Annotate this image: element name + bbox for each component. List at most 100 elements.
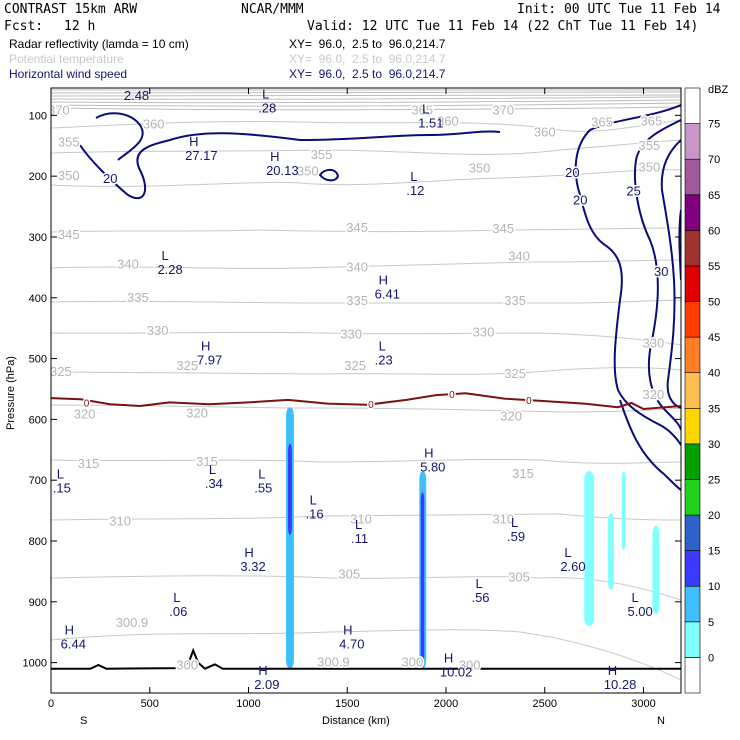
theta-label: 300	[402, 655, 424, 670]
theta-label: 310	[350, 512, 372, 527]
theta-label: 300	[176, 658, 198, 673]
colorbar-level-label: 50	[708, 297, 720, 309]
colorbar-level-label: 25	[708, 474, 720, 486]
x-tick-label: 500	[141, 698, 159, 710]
x-tick-label: 3000	[631, 698, 655, 710]
field-name-theta: Potential temperature	[9, 52, 124, 66]
colorbar-swatch	[684, 158, 701, 196]
hl-letter: L	[128, 74, 135, 89]
terrain-path	[51, 647, 681, 670]
theta-label: 315	[78, 456, 100, 471]
hl-value: 20.13	[266, 163, 299, 178]
theta-label: 365	[591, 115, 613, 130]
y-tick-label: 900	[29, 597, 47, 609]
theta-label: 350	[297, 163, 319, 178]
x-tick-label: 2500	[532, 698, 556, 710]
colorbar-level-label: 20	[708, 510, 720, 522]
theta-label: 325	[50, 364, 72, 379]
hl-marker: H27.17	[185, 134, 218, 163]
hl-letter: L	[310, 493, 317, 508]
colorbar-swatch	[684, 407, 701, 445]
colorbar-level-label: 10	[708, 581, 720, 593]
forecast-label: Fcst:	[4, 19, 43, 34]
hl-letter: H	[608, 663, 617, 678]
x-tick-label: 1500	[335, 698, 359, 710]
theta-label: 350	[58, 168, 80, 183]
theta-label: 340	[346, 259, 368, 274]
hl-marker: L.11	[351, 517, 368, 546]
hl-letter: L	[173, 590, 180, 605]
hl-value: 27.17	[185, 148, 218, 163]
colorbar-level-label: 15	[708, 546, 720, 558]
reflectivity-cell	[607, 513, 614, 590]
hl-marker: H10.28	[604, 663, 637, 692]
hl-marker: L.59	[507, 515, 525, 544]
colorbar-swatch	[684, 443, 701, 480]
theta-label: 335	[127, 290, 149, 305]
wind-label-layer: 20 20 20 25 30	[102, 164, 670, 281]
theta-label: 370	[48, 102, 70, 117]
hl-letter: H	[424, 446, 433, 461]
reflectivity-cell	[420, 492, 425, 663]
theta-label: 310	[109, 514, 131, 529]
hl-marker: H6.41	[375, 272, 400, 301]
theta-label: 305	[338, 566, 360, 581]
hl-value: .23	[375, 353, 393, 368]
hl-value: 2.60	[560, 559, 585, 574]
theta-label: 335	[504, 293, 526, 308]
theta-label: 320	[642, 387, 664, 402]
theta-label: 365	[641, 113, 663, 128]
theta-label: 355	[58, 135, 80, 150]
hl-value: 2.48	[124, 88, 149, 103]
colorbar-swatch	[684, 123, 701, 160]
y-axis-label: Pressure (hPa)	[5, 356, 17, 430]
hl-marker: H20.13	[266, 149, 299, 178]
freezing-zero-label: 0	[526, 396, 532, 407]
model-title: CONTRAST 15km ARW	[4, 2, 137, 17]
theta-label: 330	[340, 326, 362, 341]
theta-label: 325	[344, 358, 366, 373]
theta-label: 310	[492, 512, 514, 527]
colorbar-swatch	[684, 479, 701, 516]
y-tick-label: 1000	[23, 658, 47, 670]
hl-value: 3.32	[240, 559, 265, 574]
hl-value: .12	[406, 183, 424, 198]
hl-value: .59	[507, 529, 525, 544]
hl-letter: H	[189, 134, 198, 149]
colorbar-level-label: 30	[708, 439, 720, 451]
hl-value: .11	[351, 531, 368, 546]
theta-label: 340	[508, 248, 530, 263]
theta-label: 330	[147, 323, 169, 338]
field-xy-theta: XY= 96.0, 2.5 to 96.0,214.7	[289, 52, 446, 66]
colorbar-level-label: 60	[708, 225, 720, 237]
theta-stratosphere-lines	[51, 89, 681, 111]
hl-value: .28	[258, 100, 276, 115]
hl-value: 10.28	[604, 677, 637, 692]
hl-marker: L2.28	[157, 248, 182, 277]
colorbar-unit: dBZ	[708, 84, 728, 96]
theta-label: 330	[642, 335, 664, 350]
hl-marker: H5.80	[420, 446, 445, 475]
colorbar-swatch	[684, 657, 701, 694]
theta-label: 365	[411, 102, 433, 117]
y-tick-label: 200	[29, 171, 47, 183]
colorbar-swatch	[684, 621, 701, 658]
hl-value: 4.70	[339, 637, 364, 652]
hl-letter: H	[244, 545, 253, 560]
hl-letter: H	[444, 651, 453, 666]
y-tick-label: 100	[29, 110, 47, 122]
theta-label: 305	[508, 569, 530, 584]
freezing-zero-label: 0	[84, 398, 90, 409]
hl-marker: L.34	[205, 462, 223, 491]
reflectivity-layer	[286, 407, 660, 669]
freezing-zero-label: 0	[449, 390, 455, 401]
hl-marker: L2.48	[124, 74, 149, 103]
wind-contour-label: 25	[626, 183, 640, 198]
hl-value: .56	[471, 590, 489, 605]
reflectivity-cell	[621, 471, 626, 551]
north-end-label: N	[657, 715, 665, 727]
hl-marker: L.56	[471, 576, 489, 605]
theta-label: 345	[58, 227, 80, 242]
hl-letter: L	[258, 466, 265, 481]
